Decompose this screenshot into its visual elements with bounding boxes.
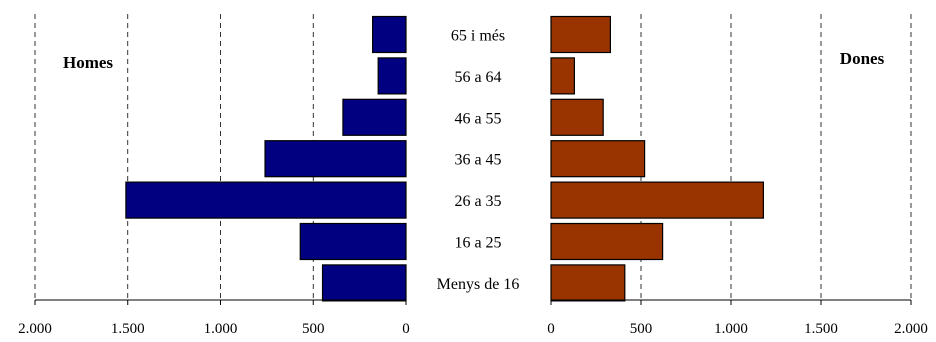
left-bar-0 — [372, 15, 407, 54]
left-tick-label-2: 1.000 — [204, 321, 238, 337]
left-bar-3 — [264, 140, 407, 178]
category-label-4: 26 a 35 — [454, 193, 501, 210]
left-bar-5 — [299, 222, 407, 261]
left-tick-labels: 0 500 1.000 1.500 2.000 — [18, 300, 410, 337]
right-tick-label-0: 0 — [547, 321, 555, 337]
right-bar-3 — [550, 140, 646, 178]
right-bar-6 — [550, 264, 626, 302]
left-bar-4 — [125, 181, 407, 219]
right-bar-2 — [550, 98, 604, 136]
right-bars — [550, 15, 764, 302]
left-panel: 0 500 1.000 1.500 2.000 Homes — [18, 14, 410, 337]
category-label-2: 46 a 55 — [454, 110, 501, 127]
left-bar-6 — [321, 264, 407, 302]
category-label-5: 16 a 25 — [454, 235, 501, 252]
left-bars — [125, 15, 407, 302]
left-tick-label-4: 2.000 — [18, 321, 52, 337]
right-bar-5 — [550, 222, 664, 261]
left-tick-label-1: 500 — [302, 321, 325, 337]
right-tick-labels: 0 500 1.000 1.500 2.000 — [547, 300, 928, 337]
right-tick-label-1: 500 — [630, 321, 653, 337]
right-bar-1 — [550, 57, 575, 95]
right-tick-label-3: 1.500 — [804, 321, 838, 337]
right-series-title: Dones — [840, 49, 885, 68]
category-label-1: 56 a 64 — [454, 69, 501, 86]
left-tick-label-0: 0 — [402, 321, 410, 337]
left-series-title: Homes — [63, 53, 113, 72]
left-tick-label-3: 1.500 — [111, 321, 145, 337]
right-tick-label-4: 2.000 — [894, 321, 928, 337]
category-labels: 65 i més 56 a 64 46 a 55 36 a 45 26 a 35 16 a… — [437, 28, 520, 293]
category-label-3: 36 a 45 — [454, 152, 501, 169]
right-tick-label-2: 1.000 — [714, 321, 748, 337]
category-label-6: Menys de 16 — [437, 276, 520, 293]
right-bar-0 — [550, 15, 612, 54]
right-panel: 0 500 1.000 1.500 2.000 Dones — [547, 14, 928, 337]
category-label-0: 65 i més — [451, 28, 505, 45]
left-bar-1 — [377, 57, 407, 95]
left-bar-2 — [342, 98, 407, 136]
right-bar-4 — [550, 181, 764, 219]
